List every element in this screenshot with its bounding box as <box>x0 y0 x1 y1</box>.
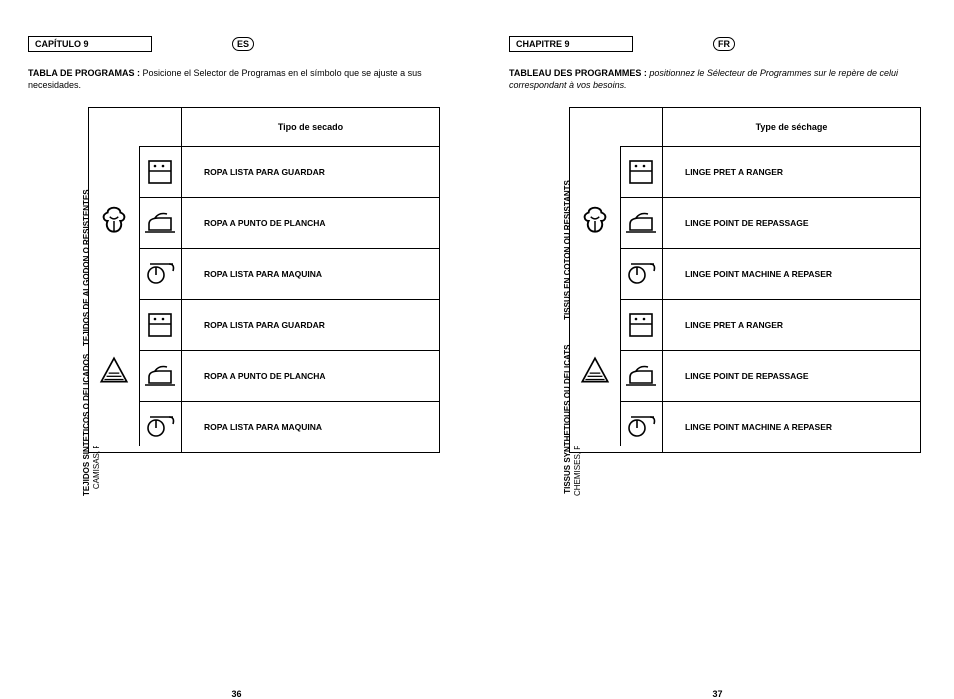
row-label: LINGE POINT DE REPASSAGE <box>663 351 920 401</box>
row-label: LINGE POINT MACHINE A REPASER <box>663 402 920 452</box>
cupboard-icon <box>147 312 173 338</box>
iron-icon <box>626 363 656 389</box>
iron-icon <box>145 363 175 389</box>
group-cell-cotton <box>570 146 621 296</box>
table-row: LINGE PRET A RANGER <box>620 299 920 350</box>
page-number: 37 <box>712 689 722 699</box>
chapter-row: CAPÍTULO 9 ES <box>28 36 445 52</box>
row-label: LINGE POINT MACHINE A REPASER <box>663 249 920 299</box>
table-row: ROPA A PUNTO DE PLANCHA <box>139 197 439 248</box>
roller-icon <box>626 261 656 287</box>
intro-label: TABLEAU DES PROGRAMMES : <box>509 68 649 78</box>
row-label: ROPA LISTA PARA MAQUINA <box>182 249 439 299</box>
table-title: Tipo de secado <box>182 108 439 146</box>
table-row: ROPA LISTA PARA GUARDAR <box>139 147 439 197</box>
page-number: 36 <box>231 689 241 699</box>
table-row: ROPA LISTA PARA MAQUINA <box>139 248 439 299</box>
group-cell-cotton <box>89 146 140 296</box>
intro-label: TABLA DE PROGRAMAS : <box>28 68 143 78</box>
row-label: ROPA LISTA PARA GUARDAR <box>182 300 439 350</box>
page-es: CAPÍTULO 9 ES TABLA DE PROGRAMAS : Posic… <box>28 36 445 675</box>
group-cell-synth <box>570 296 621 446</box>
row-label: LINGE PRET A RANGER <box>663 147 920 197</box>
table-row: ROPA LISTA PARA GUARDAR <box>139 299 439 350</box>
page-fr: CHAPITRE 9 FR TABLEAU DES PROGRAMMES : p… <box>509 36 926 675</box>
cupboard-icon <box>628 312 654 338</box>
table-header: Type de séchage <box>570 108 920 147</box>
cupboard-icon <box>628 159 654 185</box>
group-cell-synth <box>89 296 140 446</box>
synthetic-icon <box>97 354 131 388</box>
table-row: LINGE POINT MACHINE A REPASER <box>620 401 920 452</box>
table-row: ROPA LISTA PARA MAQUINA <box>139 401 439 452</box>
intro-text: TABLA DE PROGRAMAS : Posicione el Select… <box>28 68 445 91</box>
roller-icon <box>626 414 656 440</box>
cupboard-icon <box>147 159 173 185</box>
row-label: LINGE PRET A RANGER <box>663 300 920 350</box>
table-row: LINGE POINT DE REPASSAGE <box>620 350 920 401</box>
synthetic-icon <box>578 354 612 388</box>
table-header: Tipo de secado <box>89 108 439 147</box>
cotton-icon <box>97 204 131 238</box>
lang-badge-fr: FR <box>713 37 735 51</box>
iron-icon <box>145 210 175 236</box>
roller-icon <box>145 261 175 287</box>
lang-badge-es: ES <box>232 37 254 51</box>
table-title: Type de séchage <box>663 108 920 146</box>
table-row: LINGE POINT DE REPASSAGE <box>620 197 920 248</box>
chapter-row: CHAPITRE 9 FR <box>509 36 926 52</box>
table-row: ROPA A PUNTO DE PLANCHA <box>139 350 439 401</box>
chapter-box: CAPÍTULO 9 <box>28 36 152 52</box>
intro-text: TABLEAU DES PROGRAMMES : positionnez le … <box>509 68 926 91</box>
program-table: Type de séchage LINGE PRET A RANGER <box>569 107 921 453</box>
row-label: ROPA LISTA PARA MAQUINA <box>182 402 439 452</box>
row-label: ROPA LISTA PARA GUARDAR <box>182 147 439 197</box>
program-table: Tipo de secado ROPA LISTA PARA GUARDAR <box>88 107 440 453</box>
row-label: ROPA A PUNTO DE PLANCHA <box>182 351 439 401</box>
row-label: ROPA A PUNTO DE PLANCHA <box>182 198 439 248</box>
row-label: LINGE POINT DE REPASSAGE <box>663 198 920 248</box>
table-row: LINGE PRET A RANGER <box>620 147 920 197</box>
cotton-icon <box>578 204 612 238</box>
iron-icon <box>626 210 656 236</box>
chapter-box: CHAPITRE 9 <box>509 36 633 52</box>
roller-icon <box>145 414 175 440</box>
table-row: LINGE POINT MACHINE A REPASER <box>620 248 920 299</box>
